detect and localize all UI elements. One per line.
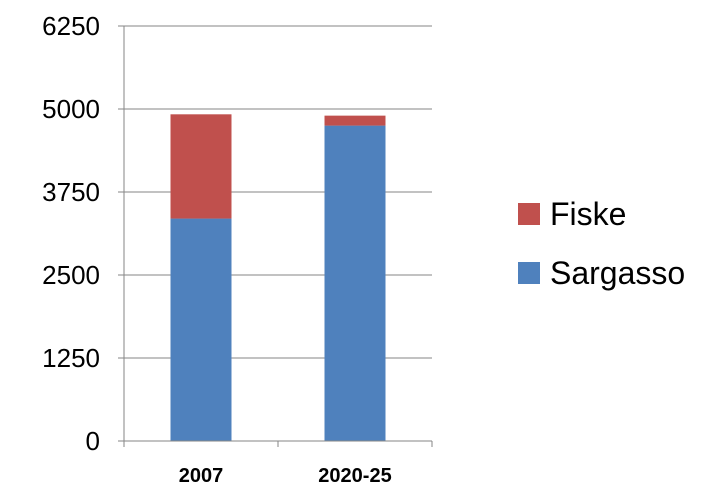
- legend-label-sargasso: Sargasso: [550, 255, 685, 291]
- legend: Fiske Sargasso: [518, 196, 685, 291]
- y-tick-labels: 0 1250 2500 3750 5000 6250: [42, 11, 100, 456]
- x-tick-label: 2020-25: [318, 465, 391, 487]
- bar-sargasso-2007: [170, 218, 232, 441]
- y-tick-label: 5000: [42, 94, 100, 124]
- legend-swatch-fiske: [518, 203, 540, 225]
- legend-label-fiske: Fiske: [550, 196, 626, 232]
- x-tick-labels: 2007 2020-25: [179, 465, 392, 487]
- gridlines: [124, 25, 432, 359]
- y-tick-label: 1250: [42, 343, 100, 373]
- y-tick-label: 3750: [42, 177, 100, 207]
- legend-swatch-sargasso: [518, 262, 540, 284]
- axes: [118, 25, 433, 447]
- bar-sargasso-2020-25: [324, 125, 386, 441]
- bars: [170, 114, 386, 441]
- y-tick-label: 0: [86, 426, 100, 456]
- x-tick-label: 2007: [179, 465, 224, 487]
- bar-fiske-2020-25: [324, 115, 386, 126]
- y-tick-label: 2500: [42, 260, 100, 290]
- bar-fiske-2007: [170, 114, 232, 219]
- y-tick-label: 6250: [42, 11, 100, 41]
